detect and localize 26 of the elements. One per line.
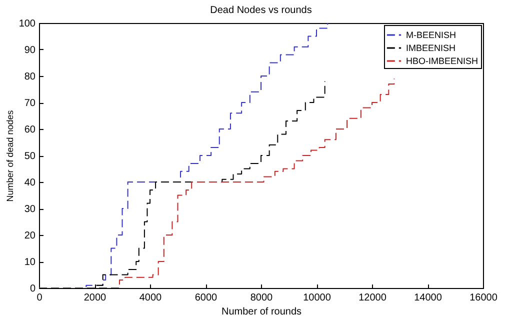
x-tick-label: 16000 <box>470 292 498 304</box>
x-tick-label: 4000 <box>139 292 162 304</box>
y-tick-label: 70 <box>24 98 36 109</box>
y-tick-label: 80 <box>24 72 36 82</box>
x-axis-title: Number of rounds <box>221 306 302 318</box>
x-tick-label: 14000 <box>414 292 442 304</box>
y-tick-label: 20 <box>24 230 36 242</box>
x-tick-label: 6000 <box>194 292 218 304</box>
y-tick-label: 50 <box>24 151 36 162</box>
y-tick-label: 10 <box>24 257 36 268</box>
y-axis-title: Number of dead nodes <box>4 110 15 202</box>
legend-label: HBO-IMBEENISH <box>406 56 478 66</box>
y-tick-label: 30 <box>24 204 36 215</box>
y-tick-label: 100 <box>18 18 36 30</box>
x-tick-label: 8000 <box>250 292 274 304</box>
y-tick-label: 0 <box>30 284 36 294</box>
y-tick-label: 90 <box>24 45 36 56</box>
legend-label: IMBEENISH <box>406 43 456 53</box>
x-tick-label: 10000 <box>303 292 332 304</box>
legend-label: M-BEENISH <box>406 30 456 40</box>
y-tick-label: 60 <box>24 124 36 136</box>
x-tick-label: 0 <box>36 292 43 304</box>
chart-title: Dead Nodes vs rounds <box>210 5 312 16</box>
x-tick-label: 12000 <box>358 292 387 304</box>
x-tick-label: 2000 <box>84 292 107 304</box>
y-tick-label: 40 <box>24 178 36 188</box>
